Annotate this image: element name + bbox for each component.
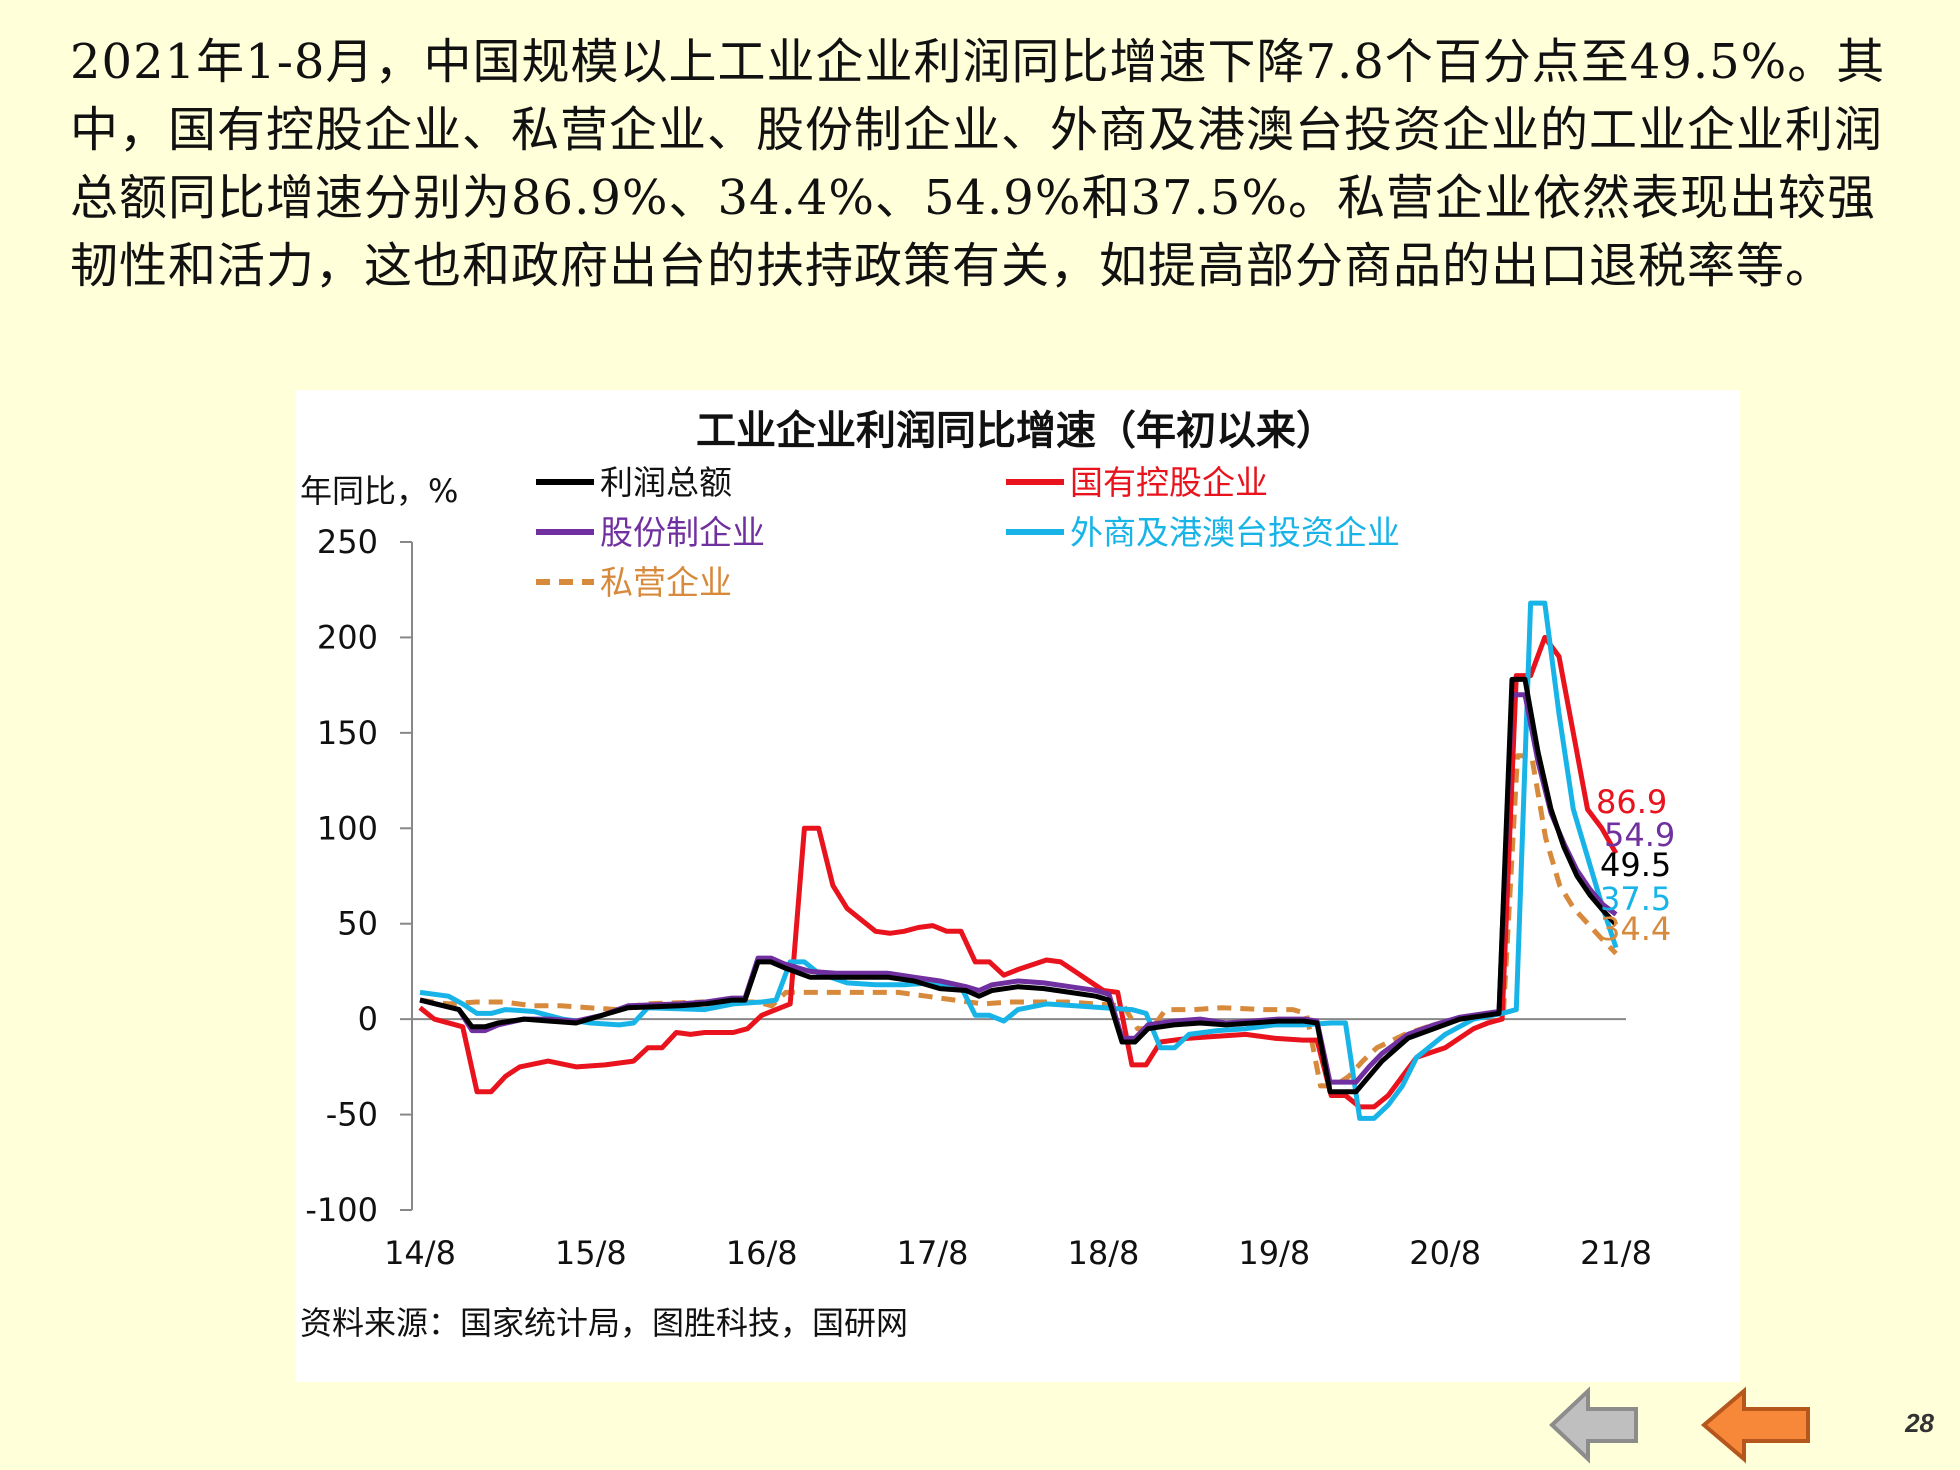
- end-value-label: 37.5: [1600, 880, 1671, 918]
- x-tick-label: 19/8: [1238, 1234, 1310, 1272]
- legend-label: 私营企业: [600, 563, 732, 602]
- legend-label: 股份制企业: [600, 513, 765, 552]
- y-tick-label: 150: [317, 714, 378, 752]
- y-tick-label: -50: [326, 1096, 378, 1134]
- x-tick-label: 21/8: [1580, 1234, 1652, 1272]
- y-tick-label: 250: [317, 523, 378, 561]
- chart-panel: 工业企业利润同比增速（年初以来） 年同比，% 资料来源：国家统计局，图胜科技，国…: [296, 390, 1740, 1382]
- y-tick-label: 0: [358, 1000, 378, 1038]
- end-value-label: 86.9: [1596, 783, 1667, 821]
- arrow-left-gray-icon[interactable]: [1548, 1385, 1640, 1465]
- y-axis-label: 年同比，%: [300, 472, 458, 510]
- x-tick-label: 20/8: [1409, 1234, 1481, 1272]
- y-tick-label: 50: [337, 905, 378, 943]
- legend-label: 利润总额: [600, 463, 732, 502]
- line-chart: 工业企业利润同比增速（年初以来） 年同比，% 资料来源：国家统计局，图胜科技，国…: [300, 408, 1675, 1342]
- chart-source: 资料来源：国家统计局，图胜科技，国研网: [300, 1304, 908, 1342]
- arrow-left-orange-icon[interactable]: [1700, 1385, 1812, 1465]
- end-value-label: 49.5: [1600, 846, 1671, 884]
- x-tick-label: 15/8: [555, 1234, 627, 1272]
- y-tick-label: -100: [305, 1191, 378, 1229]
- end-value-label: 54.9: [1604, 816, 1675, 854]
- series-line-3: [419, 600, 1619, 1121]
- legend-label: 外商及港澳台投资企业: [1070, 513, 1400, 552]
- page-number: 28: [1905, 1408, 1934, 1438]
- series-line-1: [418, 634, 1619, 1110]
- series-line-4: [419, 753, 1618, 1089]
- y-tick-label: 100: [317, 809, 378, 847]
- intro-paragraph: 2021年1-8月，中国规模以上工业企业利润同比增速下降7.8个百分点至49.5…: [70, 34, 1886, 294]
- x-tick-label: 18/8: [1067, 1234, 1139, 1272]
- x-tick-label: 17/8: [897, 1234, 969, 1272]
- series-line-0: [419, 676, 1618, 1095]
- legend-label: 国有控股企业: [1070, 463, 1268, 502]
- chart-title: 工业企业利润同比增速（年初以来）: [696, 408, 1336, 454]
- y-tick-label: 200: [317, 618, 378, 656]
- x-tick-label: 14/8: [384, 1234, 456, 1272]
- end-value-label: 34.4: [1600, 910, 1671, 948]
- x-tick-label: 16/8: [726, 1234, 798, 1272]
